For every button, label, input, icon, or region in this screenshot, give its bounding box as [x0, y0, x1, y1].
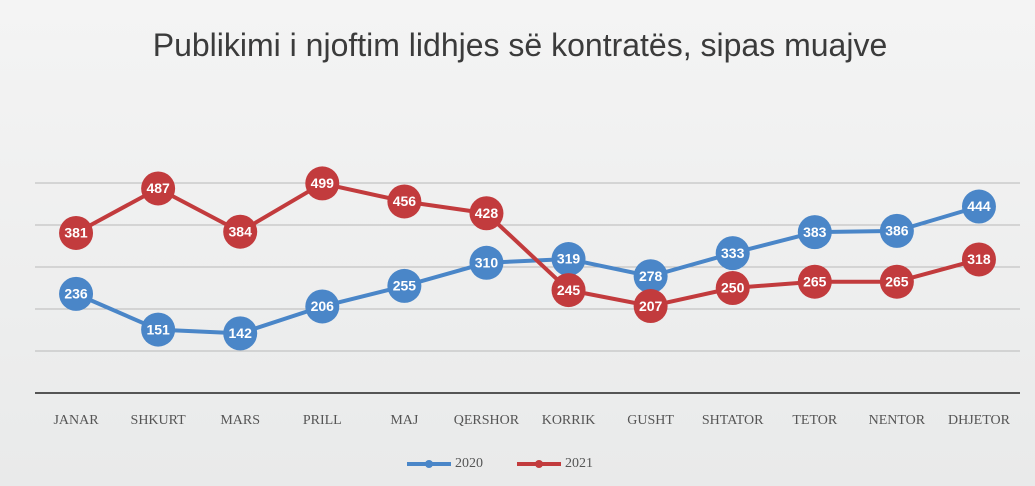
- data-label: 444: [967, 198, 991, 214]
- x-tick-label: MAJ: [390, 413, 419, 428]
- x-tick-label: TETOR: [792, 413, 838, 428]
- data-point: [59, 276, 94, 311]
- data-point: [797, 264, 832, 299]
- series-line: [75, 181, 980, 309]
- data-point: [797, 215, 832, 250]
- data-point: [551, 273, 586, 308]
- data-label: 265: [803, 273, 827, 289]
- x-tick-label: QERSHOR: [454, 413, 520, 428]
- data-label: 278: [639, 268, 663, 284]
- x-tick-label: PRILL: [303, 413, 342, 428]
- data-label: 318: [967, 251, 991, 267]
- data-point: [633, 289, 668, 324]
- data-point: [305, 166, 340, 201]
- legend-marker: [425, 460, 433, 468]
- data-label: 206: [311, 298, 335, 314]
- data-point: [633, 259, 668, 294]
- data-label: 151: [146, 321, 170, 337]
- data-label: 310: [475, 255, 499, 271]
- data-point: [551, 242, 586, 277]
- x-tick-label: SHKURT: [131, 413, 187, 428]
- data-label: 236: [64, 286, 88, 302]
- data-point: [141, 171, 176, 206]
- data-point: [387, 268, 422, 303]
- data-label: 386: [885, 223, 909, 239]
- x-tick-label: SHTATOR: [702, 413, 764, 428]
- data-label: 245: [557, 282, 581, 298]
- data-point: [305, 289, 340, 324]
- data-label: 381: [64, 225, 88, 241]
- x-tick-label: NENTOR: [869, 413, 926, 428]
- data-label: 456: [393, 193, 417, 209]
- data-point: [961, 189, 996, 224]
- data-point: [469, 196, 504, 231]
- data-label: 250: [721, 280, 745, 296]
- data-label: 265: [885, 273, 909, 289]
- x-tick-label: KORRIK: [542, 413, 596, 428]
- data-point: [715, 271, 750, 305]
- data-label: 333: [721, 245, 745, 261]
- legend-marker: [535, 460, 543, 468]
- legend-label: 2021: [565, 456, 593, 471]
- data-point: [59, 215, 94, 250]
- data-point: [141, 312, 176, 347]
- x-tick-label: MARS: [220, 413, 260, 428]
- data-point: [223, 214, 258, 249]
- x-tick-label: GUSHT: [627, 413, 674, 428]
- data-label: 384: [229, 223, 253, 239]
- chart-title: Publikimi i njoftim lidhjes së kontratës…: [152, 27, 888, 63]
- data-point: [879, 213, 914, 248]
- data-point: [387, 184, 422, 219]
- data-label: 255: [393, 278, 417, 294]
- x-tick-label: DHJETOR: [948, 413, 1011, 428]
- x-tick-label: JANAR: [53, 413, 99, 428]
- data-point: [879, 264, 914, 299]
- data-label: 499: [311, 175, 335, 191]
- legend-label: 2020: [455, 456, 483, 471]
- data-label: 207: [639, 298, 663, 314]
- data-label: 319: [557, 251, 581, 267]
- data-label: 428: [475, 205, 499, 221]
- series-line: [75, 204, 980, 336]
- data-point: [715, 236, 750, 271]
- data-point: [223, 316, 258, 351]
- data-label: 142: [229, 325, 253, 341]
- data-point: [469, 245, 504, 280]
- data-label: 383: [803, 224, 827, 240]
- data-point: [961, 242, 996, 277]
- data-label: 487: [146, 180, 170, 196]
